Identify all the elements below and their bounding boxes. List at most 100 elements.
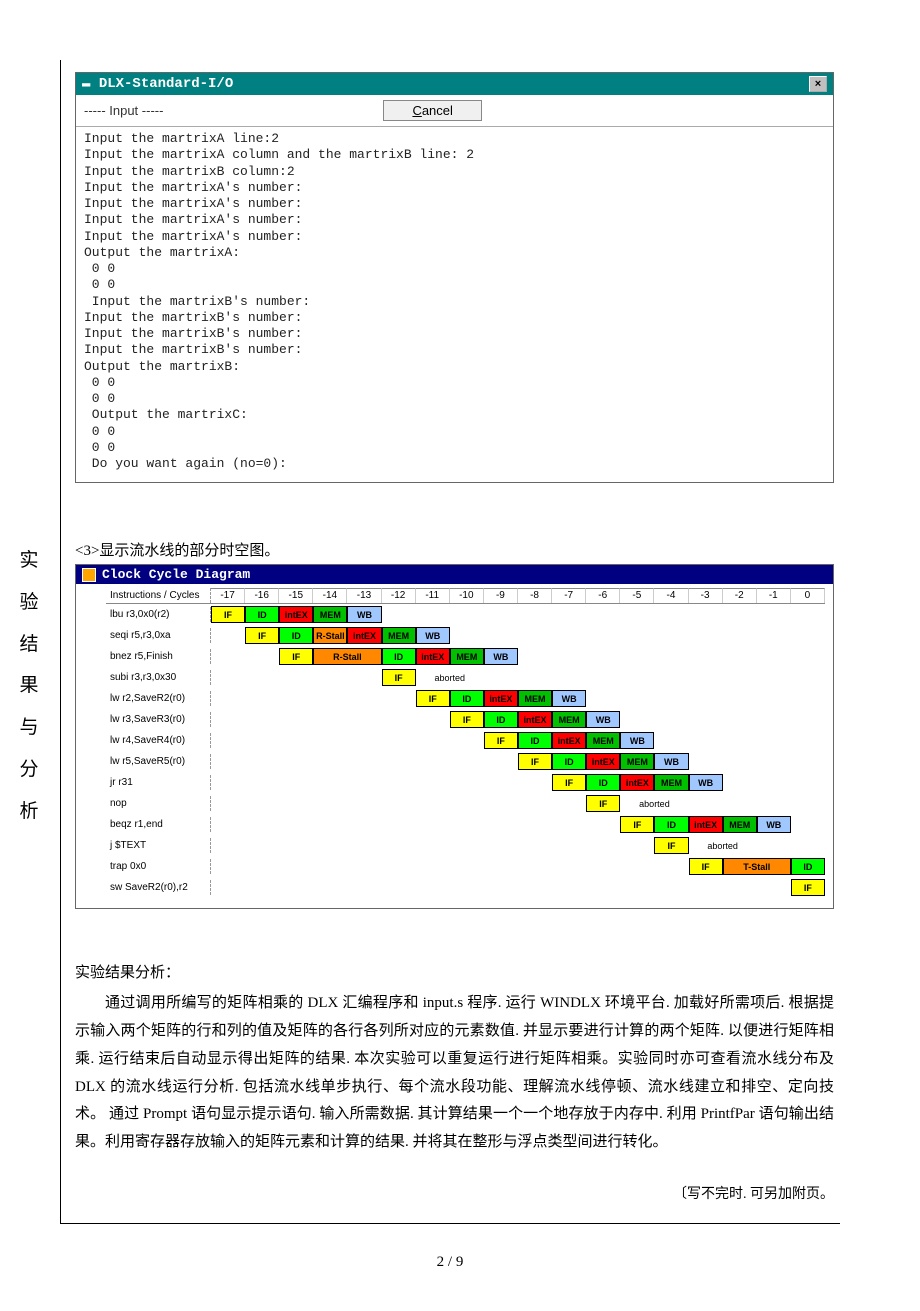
clock-cycle-diagram: Clock Cycle Diagram Instructions / Cycle… xyxy=(75,564,834,909)
stage-if: IF xyxy=(382,669,416,686)
stage-if: IF xyxy=(279,648,313,665)
ccd-title-text: Clock Cycle Diagram xyxy=(102,567,250,582)
stage-ex: intEX xyxy=(689,816,723,833)
cycle-header: -1 xyxy=(757,588,791,603)
stage-wb: WB xyxy=(689,774,723,791)
cycle-header: -6 xyxy=(586,588,620,603)
stage-if: IF xyxy=(450,711,484,728)
stage-mem: MEM xyxy=(450,648,484,665)
stage-if: IF xyxy=(586,795,620,812)
stage-wb: WB xyxy=(552,690,586,707)
stage-mem: MEM xyxy=(552,711,586,728)
stage-ex: intEX xyxy=(586,753,620,770)
cycle-header: -2 xyxy=(723,588,757,603)
ccd-icon xyxy=(82,568,96,582)
stage-tstall: T-Stall xyxy=(723,858,791,875)
pipeline-row: lw r2,SaveR2(r0)IFIDintEXMEMWB xyxy=(106,688,825,709)
cycle-header: -4 xyxy=(654,588,688,603)
stage-if: IF xyxy=(654,837,688,854)
cycle-header: -3 xyxy=(689,588,723,603)
stage-wb: WB xyxy=(757,816,791,833)
cycle-header: -15 xyxy=(279,588,313,603)
cycle-header: -5 xyxy=(620,588,654,603)
stage-id: ID xyxy=(279,627,313,644)
stage-mem: MEM xyxy=(518,690,552,707)
stage-id: ID xyxy=(552,753,586,770)
stage-mem: MEM xyxy=(313,606,347,623)
cancel-text: ancel xyxy=(422,103,453,118)
instruction-label: trap 0x0 xyxy=(106,859,211,874)
stage-mem: MEM xyxy=(586,732,620,749)
instruction-label: lw r4,SaveR4(r0) xyxy=(106,733,211,748)
stage-id: ID xyxy=(518,732,552,749)
analysis-body: 通过调用所编写的矩阵相乘的 DLX 汇编程序和 input.s 程序. 运行 W… xyxy=(75,990,834,1157)
pipeline-row: j $TEXT IFaborted xyxy=(106,835,825,856)
instruction-label: sw SaveR2(r0),r2 xyxy=(106,880,211,895)
close-icon[interactable]: × xyxy=(809,76,827,92)
stage-id: ID xyxy=(382,648,416,665)
cancel-button[interactable]: Cancel xyxy=(383,100,481,121)
stage-id: ID xyxy=(586,774,620,791)
stage-ex: intEX xyxy=(279,606,313,623)
stage-if: IF xyxy=(245,627,279,644)
stage-wb: WB xyxy=(654,753,688,770)
cycle-header: -13 xyxy=(347,588,381,603)
pipeline-row: sw SaveR2(r0),r2 IF xyxy=(106,877,825,898)
cycle-header: -8 xyxy=(518,588,552,603)
stage-ex: intEX xyxy=(552,732,586,749)
stage-ex: intEX xyxy=(518,711,552,728)
instruction-label: bnez r5,Finish xyxy=(106,649,211,664)
stage-if: IF xyxy=(791,879,825,896)
stage-abort: aborted xyxy=(689,837,757,854)
dlx-input-label: ----- Input ----- xyxy=(84,103,163,118)
stage-mem: MEM xyxy=(382,627,416,644)
page-frame: 实验结果与分析 ▬ DLX-Standard-I/O × ----- Input… xyxy=(60,60,840,1224)
stage-if: IF xyxy=(620,816,654,833)
cycle-header: 0 xyxy=(791,588,825,603)
instruction-label: lbu r3,0x0(r2) xyxy=(106,607,211,622)
stage-mem: MEM xyxy=(654,774,688,791)
cycle-header: -14 xyxy=(313,588,347,603)
stage-abort: aborted xyxy=(416,669,484,686)
stage-if: IF xyxy=(416,690,450,707)
stage-wb: WB xyxy=(586,711,620,728)
pipeline-row: trap 0x0IFT-StallID xyxy=(106,856,825,877)
cycle-header: -16 xyxy=(245,588,279,603)
analysis-title: 实验结果分析： xyxy=(75,961,834,982)
cycle-header: -11 xyxy=(416,588,450,603)
dlx-title-text: DLX-Standard-I/O xyxy=(99,76,233,92)
dlx-titlebar: ▬ DLX-Standard-I/O × xyxy=(76,73,833,95)
pipeline-row: subi r3,r3,0x30 IFaborted xyxy=(106,667,825,688)
ccd-titlebar: Clock Cycle Diagram xyxy=(76,565,833,584)
stage-stall: R-Stall xyxy=(313,648,381,665)
instruction-label: j $TEXT xyxy=(106,838,211,853)
stage-wb: WB xyxy=(620,732,654,749)
instruction-label: lw r2,SaveR2(r0) xyxy=(106,691,211,706)
dlx-output: Input the martrixA line:2 Input the mart… xyxy=(76,127,833,482)
stage-mem: MEM xyxy=(620,753,654,770)
cycle-header: -7 xyxy=(552,588,586,603)
stage-id: ID xyxy=(654,816,688,833)
instruction-label: nop xyxy=(106,796,211,811)
pipeline-row: nop IFaborted xyxy=(106,793,825,814)
pipeline-row: seqi r5,r3,0xaIFIDR-StallintEXMEMWB xyxy=(106,625,825,646)
cycle-header: -9 xyxy=(484,588,518,603)
stage-if: IF xyxy=(518,753,552,770)
dlx-input-row: ----- Input ----- Cancel xyxy=(76,95,833,127)
ccd-body: Instructions / Cycles -17-16-15-14-13-12… xyxy=(76,584,833,908)
side-label: 实验结果与分析 xyxy=(19,540,39,833)
pipeline-row: jr r31IFIDintEXMEMWB xyxy=(106,772,825,793)
stage-id: ID xyxy=(484,711,518,728)
stage-abort: aborted xyxy=(620,795,688,812)
stage-id: ID xyxy=(450,690,484,707)
pipeline-row: lw r5,SaveR5(r0)IFIDintEXMEMWB xyxy=(106,751,825,772)
stage-wb: WB xyxy=(416,627,450,644)
instruction-label: seqi r5,r3,0xa xyxy=(106,628,211,643)
instruction-label: jr r31 xyxy=(106,775,211,790)
stage-id: ID xyxy=(245,606,279,623)
instruction-label: lw r3,SaveR3(r0) xyxy=(106,712,211,727)
instruction-label: subi r3,r3,0x30 xyxy=(106,670,211,685)
cycle-header: -12 xyxy=(382,588,416,603)
stage-wb: WB xyxy=(347,606,381,623)
pipeline-row: bnez r5,FinishIFR-StallIDintEXMEMWB xyxy=(106,646,825,667)
